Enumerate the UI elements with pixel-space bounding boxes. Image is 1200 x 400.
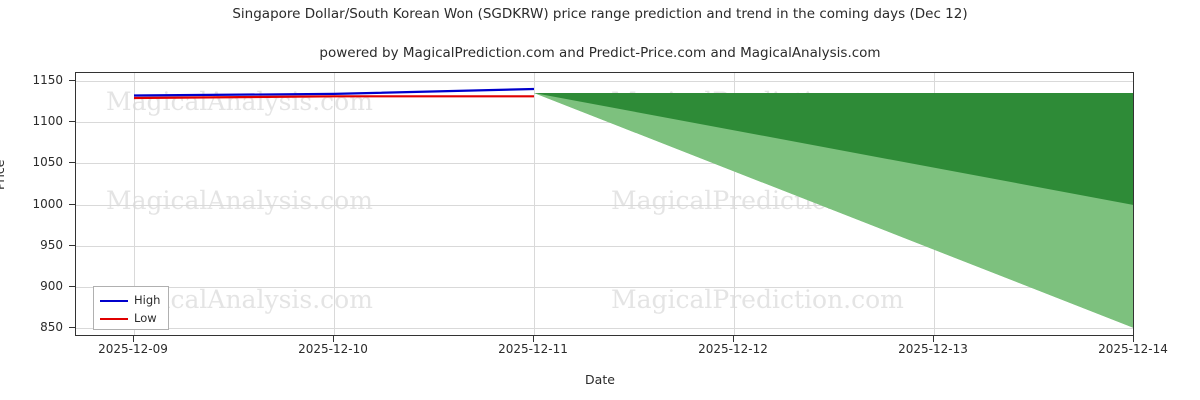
y-tick-mark	[69, 327, 75, 328]
gridline-vertical	[534, 73, 535, 335]
forecast-band-dark	[534, 93, 1133, 205]
x-tick-label-2025-12-13: 2025-12-13	[898, 342, 968, 356]
gridline-horizontal	[76, 122, 1133, 123]
y-tick-mark	[69, 80, 75, 81]
series-overlay	[133, 87, 1133, 328]
y-tick-label-1050: 1050	[32, 155, 63, 169]
plot-area: MagicalAnalysis.com MagicalPrediction.co…	[75, 72, 1134, 336]
gridline-vertical	[134, 73, 135, 335]
gridline-horizontal	[76, 205, 1133, 206]
gridline-vertical	[334, 73, 335, 335]
chart-legend: High Low	[93, 286, 169, 330]
y-tick-mark	[69, 286, 75, 287]
y-tick-label-1000: 1000	[32, 197, 63, 211]
legend-label-low: Low	[134, 311, 157, 325]
x-tick-mark	[733, 336, 734, 342]
forecast-band-light-fill	[534, 93, 1133, 328]
y-tick-mark	[69, 121, 75, 122]
x-tick-label-2025-12-11: 2025-12-11	[498, 342, 568, 356]
x-tick-label-2025-12-14: 2025-12-14	[1098, 342, 1168, 356]
y-tick-mark	[69, 204, 75, 205]
x-tick-mark	[933, 336, 934, 342]
x-tick-mark	[1133, 336, 1134, 342]
gridline-horizontal	[76, 163, 1133, 164]
y-tick-label-1150: 1150	[32, 73, 63, 87]
y-tick-label-1100: 1100	[32, 114, 63, 128]
gridline-horizontal	[76, 81, 1133, 82]
x-tick-mark	[333, 336, 334, 342]
y-tick-mark	[69, 162, 75, 163]
legend-swatch-low	[100, 318, 128, 320]
x-tick-mark	[133, 336, 134, 342]
gridline-horizontal	[76, 246, 1133, 247]
gridline-horizontal	[76, 328, 1133, 329]
y-tick-label-900: 900	[40, 279, 63, 293]
chart-subtitle: powered by MagicalPrediction.com and Pre…	[319, 45, 881, 61]
series-line-high	[133, 87, 535, 97]
chart-title: Singapore Dollar/South Korean Won (SGDKR…	[232, 6, 968, 22]
x-axis-label: Date	[585, 372, 615, 387]
legend-swatch-high	[100, 300, 128, 302]
series-line-low	[133, 95, 534, 100]
gridline-horizontal	[76, 287, 1133, 288]
gridline-vertical	[734, 73, 735, 335]
legend-label-high: High	[134, 293, 161, 307]
y-tick-label-850: 850	[40, 320, 63, 334]
x-tick-label-2025-12-09: 2025-12-09	[98, 342, 168, 356]
y-tick-mark	[69, 245, 75, 246]
y-tick-label-950: 950	[40, 238, 63, 252]
x-tick-label-2025-12-10: 2025-12-10	[298, 342, 368, 356]
x-tick-mark	[533, 336, 534, 342]
x-tick-label-2025-12-12: 2025-12-12	[698, 342, 768, 356]
